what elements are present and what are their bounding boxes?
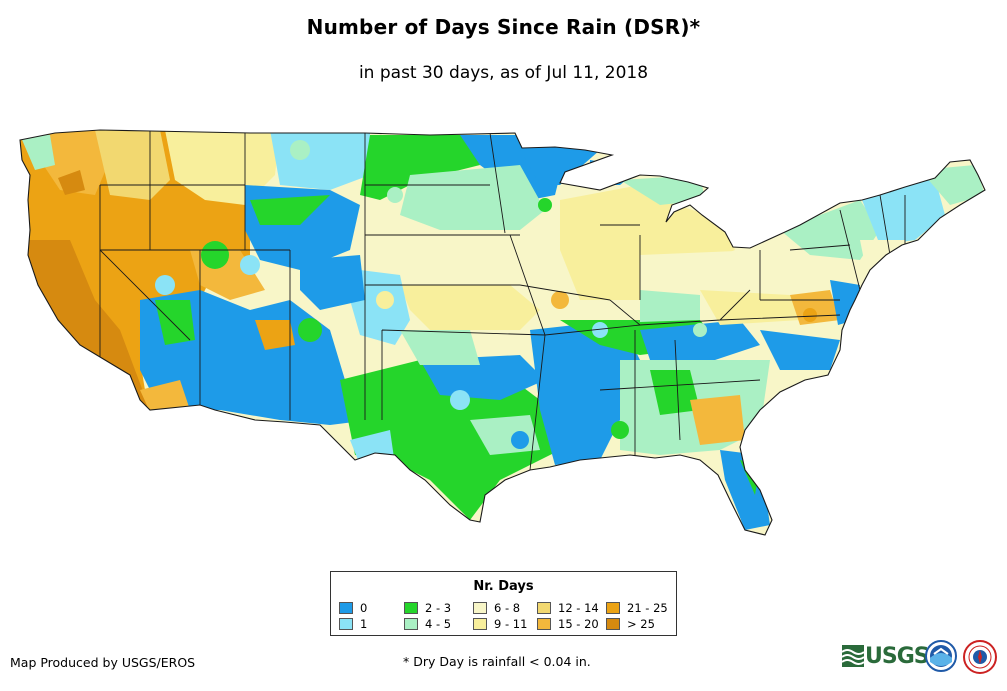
legend-label: > 25 bbox=[627, 617, 655, 631]
noaa-seal-icon bbox=[925, 640, 957, 672]
legend-item: 15 - 20 bbox=[537, 617, 599, 632]
legend-title: Nr. Days bbox=[473, 579, 534, 594]
legend-swatch bbox=[473, 601, 487, 614]
usgs-wordmark: USGS bbox=[865, 643, 930, 669]
footnote-text: * Dry Day is rainfall < 0.04 in. bbox=[403, 654, 591, 669]
legend-item: 4 - 5 bbox=[404, 617, 452, 632]
legend-label: 0 bbox=[360, 601, 368, 615]
map-subtitle: in past 30 days, as of Jul 11, 2018 bbox=[358, 63, 649, 83]
legend-label: 4 - 5 bbox=[425, 617, 452, 631]
legend-label: 15 - 20 bbox=[558, 617, 599, 631]
legend-label: 6 - 8 bbox=[494, 601, 521, 615]
legend-swatch bbox=[606, 617, 620, 630]
legend-label: 12 - 14 bbox=[558, 601, 599, 615]
legend-label: 21 - 25 bbox=[627, 601, 668, 615]
legend-swatch bbox=[339, 601, 353, 614]
legend-swatch bbox=[404, 617, 418, 630]
legend-item: 2 - 3 bbox=[404, 601, 452, 616]
legend-label: 9 - 11 bbox=[494, 617, 528, 631]
legend-item: 9 - 11 bbox=[473, 617, 528, 632]
legend-swatch bbox=[537, 617, 551, 630]
legend-swatch bbox=[606, 601, 620, 614]
legend-item: > 25 bbox=[606, 617, 655, 632]
legend: Nr. Days 0 1 2 - 3 4 - 5 6 - 8 9 - 11 12 - 14 1… bbox=[330, 571, 677, 636]
legend-item: 21 - 25 bbox=[606, 601, 668, 616]
usgs-logo: USGS bbox=[842, 643, 930, 669]
credit-text: Map Produced by USGS/EROS bbox=[10, 655, 196, 670]
legend-item: 1 bbox=[339, 617, 368, 632]
legend-item: 6 - 8 bbox=[473, 601, 521, 616]
legend-item: 0 bbox=[339, 601, 368, 616]
legend-label: 1 bbox=[360, 617, 368, 631]
map-title: Number of Days Since Rain (DSR)* bbox=[306, 15, 701, 39]
legend-swatch bbox=[404, 601, 418, 614]
legend-swatch bbox=[473, 617, 487, 630]
legend-swatch bbox=[339, 617, 353, 630]
legend-swatch bbox=[537, 601, 551, 614]
usgs-wave-icon bbox=[842, 645, 864, 667]
legend-item: 12 - 14 bbox=[537, 601, 599, 616]
nws-seal-icon bbox=[963, 640, 997, 674]
legend-label: 2 - 3 bbox=[425, 601, 452, 615]
